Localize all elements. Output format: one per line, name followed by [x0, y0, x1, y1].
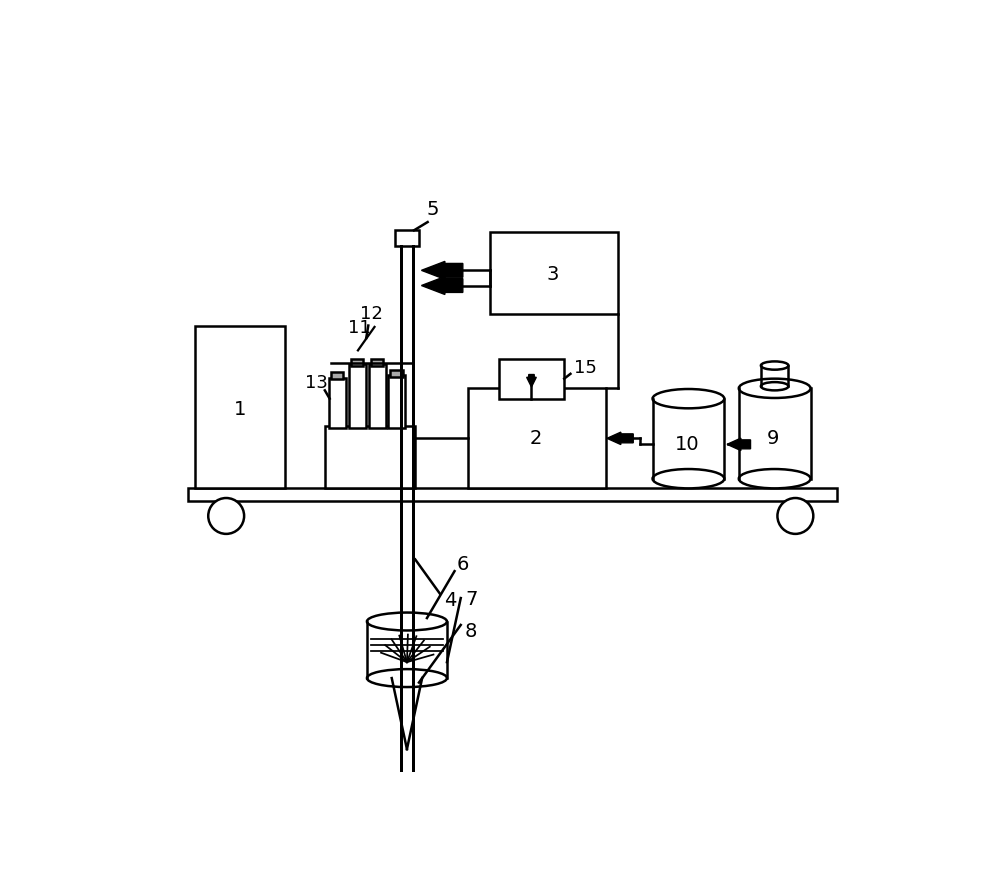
FancyArrow shape	[421, 262, 463, 280]
Text: 9: 9	[767, 429, 779, 448]
Bar	[490, 232, 618, 314]
Ellipse shape	[761, 382, 788, 391]
Bar	[349, 364, 366, 427]
Text: 15: 15	[574, 359, 597, 377]
Circle shape	[208, 498, 244, 534]
Ellipse shape	[739, 469, 811, 488]
Ellipse shape	[761, 361, 788, 370]
Bar	[188, 488, 837, 501]
Text: 10: 10	[675, 435, 699, 453]
Text: 6: 6	[457, 555, 469, 573]
Bar	[331, 373, 343, 379]
Text: 11: 11	[348, 319, 371, 337]
Bar	[195, 326, 285, 488]
Bar	[395, 230, 419, 246]
Bar	[325, 426, 415, 488]
Bar	[351, 358, 363, 366]
Text: 5: 5	[427, 200, 439, 220]
FancyArrow shape	[727, 438, 751, 451]
Text: 12: 12	[360, 306, 383, 323]
Ellipse shape	[367, 613, 447, 631]
Ellipse shape	[653, 469, 724, 488]
Text: 8: 8	[465, 623, 477, 642]
Bar	[468, 388, 606, 488]
Text: 3: 3	[546, 265, 559, 284]
Bar	[371, 358, 383, 366]
Text: 2: 2	[530, 429, 542, 448]
Circle shape	[777, 498, 813, 534]
FancyArrow shape	[607, 432, 633, 444]
Text: 7: 7	[465, 590, 477, 609]
Text: 4: 4	[444, 591, 457, 610]
Ellipse shape	[653, 389, 724, 409]
Bar	[369, 364, 386, 427]
FancyArrow shape	[421, 277, 463, 295]
Bar	[390, 370, 403, 376]
Bar	[388, 375, 405, 427]
Bar	[329, 378, 346, 427]
Ellipse shape	[739, 379, 811, 398]
Text: 1: 1	[234, 400, 246, 418]
Bar	[499, 358, 564, 399]
Ellipse shape	[367, 669, 447, 687]
Text: 13: 13	[305, 375, 328, 392]
FancyArrow shape	[527, 375, 536, 387]
